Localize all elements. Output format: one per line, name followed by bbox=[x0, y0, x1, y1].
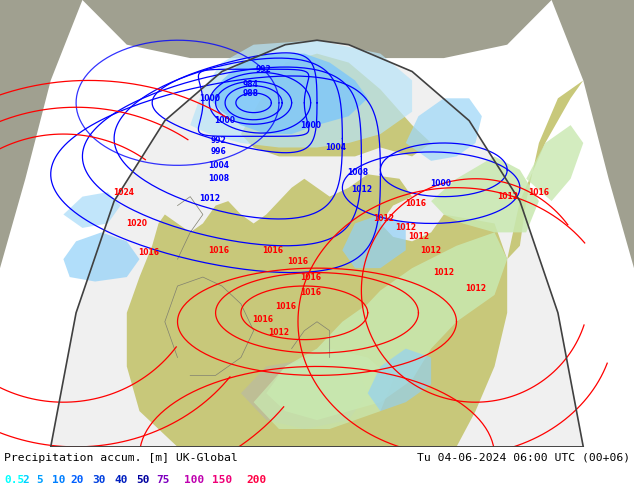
Text: 1012: 1012 bbox=[268, 328, 290, 338]
Text: 5: 5 bbox=[36, 475, 42, 485]
Text: 1012: 1012 bbox=[465, 284, 486, 293]
Polygon shape bbox=[342, 215, 406, 268]
Text: 50: 50 bbox=[136, 475, 150, 485]
Text: 1012: 1012 bbox=[198, 195, 220, 203]
Text: Precipitation accum. [m] UK-Global: Precipitation accum. [m] UK-Global bbox=[4, 453, 238, 463]
Text: 1020: 1020 bbox=[126, 219, 147, 228]
Text: 1012: 1012 bbox=[496, 192, 518, 201]
Polygon shape bbox=[209, 53, 368, 134]
Text: 1016: 1016 bbox=[300, 288, 321, 297]
Text: 1000: 1000 bbox=[300, 121, 321, 130]
Text: 1016: 1016 bbox=[300, 272, 321, 282]
Text: 984: 984 bbox=[242, 80, 259, 89]
Polygon shape bbox=[507, 80, 583, 259]
Text: 75: 75 bbox=[156, 475, 169, 485]
Text: 1012: 1012 bbox=[433, 268, 455, 277]
Text: 1016: 1016 bbox=[262, 246, 283, 255]
Polygon shape bbox=[526, 125, 583, 201]
Text: 2: 2 bbox=[22, 475, 29, 485]
Polygon shape bbox=[82, 0, 552, 58]
Text: 40: 40 bbox=[114, 475, 127, 485]
Polygon shape bbox=[0, 0, 82, 447]
Text: 1000: 1000 bbox=[198, 94, 220, 103]
Text: 1016: 1016 bbox=[528, 188, 550, 196]
Text: Tu 04-06-2024 06:00 UTC (00+06): Tu 04-06-2024 06:00 UTC (00+06) bbox=[417, 453, 630, 463]
Text: 1016: 1016 bbox=[138, 248, 160, 257]
Polygon shape bbox=[241, 53, 431, 156]
Polygon shape bbox=[266, 232, 507, 420]
Text: 1016: 1016 bbox=[208, 246, 230, 255]
Text: 1008: 1008 bbox=[208, 174, 230, 183]
Text: 1024: 1024 bbox=[113, 188, 134, 196]
Text: 1000: 1000 bbox=[214, 116, 236, 125]
Text: 1012: 1012 bbox=[408, 232, 429, 242]
Text: 1012: 1012 bbox=[351, 185, 372, 195]
Polygon shape bbox=[406, 98, 482, 161]
Text: 150: 150 bbox=[212, 475, 232, 485]
Polygon shape bbox=[63, 232, 139, 282]
Text: 1000: 1000 bbox=[430, 179, 451, 188]
Text: 1016: 1016 bbox=[252, 315, 274, 324]
Polygon shape bbox=[241, 358, 368, 429]
Text: 1012: 1012 bbox=[420, 246, 442, 255]
Polygon shape bbox=[431, 156, 539, 232]
Text: 200: 200 bbox=[246, 475, 266, 485]
Text: 0.5: 0.5 bbox=[4, 475, 24, 485]
Text: 1016: 1016 bbox=[275, 302, 296, 311]
Polygon shape bbox=[51, 40, 583, 447]
Polygon shape bbox=[254, 348, 393, 429]
Text: 100: 100 bbox=[184, 475, 204, 485]
Text: 996: 996 bbox=[211, 147, 226, 156]
Text: 20: 20 bbox=[70, 475, 84, 485]
Text: 1012: 1012 bbox=[395, 223, 417, 232]
Text: 988: 988 bbox=[242, 89, 259, 98]
Text: 1004: 1004 bbox=[208, 161, 230, 170]
Text: 992: 992 bbox=[211, 136, 226, 145]
Polygon shape bbox=[368, 348, 431, 411]
Polygon shape bbox=[552, 0, 634, 447]
Text: 1012: 1012 bbox=[373, 215, 394, 223]
Text: 1008: 1008 bbox=[347, 168, 369, 176]
Polygon shape bbox=[190, 40, 412, 147]
Polygon shape bbox=[127, 174, 507, 447]
Text: 992: 992 bbox=[256, 65, 271, 74]
Text: 30: 30 bbox=[92, 475, 105, 485]
Text: 1016: 1016 bbox=[404, 199, 426, 208]
Text: 1004: 1004 bbox=[325, 143, 347, 152]
Text: 1016: 1016 bbox=[287, 257, 309, 266]
Polygon shape bbox=[63, 192, 120, 228]
Text: 10: 10 bbox=[52, 475, 65, 485]
